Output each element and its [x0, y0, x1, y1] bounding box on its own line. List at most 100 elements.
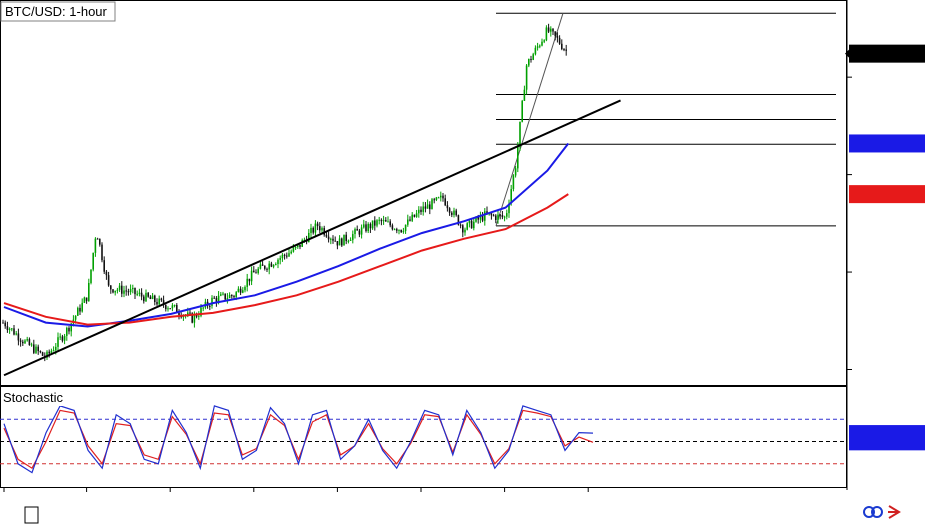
candle-body — [118, 285, 121, 290]
candle-body — [90, 269, 92, 283]
candle-body — [442, 195, 444, 199]
candle-body — [30, 344, 33, 346]
candle-body — [162, 300, 165, 306]
candle-body — [530, 59, 532, 61]
candle-body — [321, 228, 323, 231]
candle-body — [424, 206, 427, 209]
candle-body — [35, 346, 37, 353]
stochastic-k-line — [3, 405, 594, 474]
candle-body — [400, 229, 402, 233]
candle-body — [19, 340, 22, 342]
candle-body — [492, 215, 495, 217]
arrow-right-icon[interactable] — [888, 505, 901, 519]
candle-body — [435, 197, 438, 200]
chart-title: BTC/USD: 1-hour — [5, 4, 108, 19]
candle-body — [393, 229, 396, 231]
candle-body — [85, 297, 88, 302]
indicator-title: Stochastic — [3, 390, 63, 405]
candle-body — [57, 337, 59, 347]
candle-body — [281, 254, 284, 259]
candle-body — [550, 28, 552, 32]
candle-body — [396, 229, 398, 231]
candle-body — [409, 219, 411, 221]
candle-body — [433, 199, 435, 201]
candle-body — [195, 314, 198, 317]
candle-body — [154, 295, 156, 303]
candle-body — [129, 289, 132, 293]
candle-body — [116, 289, 119, 291]
candle-body — [380, 219, 383, 222]
candle-body — [246, 278, 248, 287]
candle-body — [363, 224, 365, 228]
candle-body — [347, 240, 350, 242]
candle-body — [437, 197, 440, 199]
candle-body — [501, 215, 504, 218]
candle-body — [275, 263, 277, 265]
candle-body — [169, 308, 171, 310]
candle-body — [297, 244, 299, 247]
candle-body — [209, 305, 211, 307]
candle-body — [253, 270, 255, 273]
candle-body — [125, 290, 127, 292]
candle-body — [110, 285, 112, 290]
candle-body — [503, 216, 506, 218]
candle-body — [378, 219, 380, 221]
candle-body — [215, 297, 218, 303]
candle-body — [136, 293, 138, 295]
candle-body — [6, 326, 9, 330]
candle-body — [37, 346, 39, 352]
fast-ma-price-badge-bg — [849, 134, 925, 153]
candle-body — [176, 305, 178, 313]
candle-body — [294, 246, 297, 248]
candle-body — [52, 350, 55, 352]
candle-body — [17, 333, 20, 341]
candle-body — [371, 220, 374, 229]
candle-body — [547, 27, 550, 32]
candle-body — [239, 288, 242, 293]
current-price-badge-bg — [849, 44, 925, 63]
candle-body — [308, 232, 310, 243]
candle-body — [112, 289, 114, 293]
candle-body — [552, 28, 554, 32]
candle-body — [497, 214, 499, 220]
candle-body — [257, 268, 259, 274]
candle-body — [189, 312, 191, 314]
trendlines — [3, 99, 621, 377]
candle-body — [140, 292, 143, 297]
candle-body — [422, 206, 424, 212]
candle-body — [345, 234, 347, 242]
candle-body — [495, 215, 497, 220]
candle-body — [11, 328, 13, 330]
candle-body — [464, 229, 466, 233]
candle-body — [255, 272, 257, 274]
candle-body — [277, 259, 279, 264]
sync-icon[interactable] — [863, 506, 883, 518]
candle-body — [279, 258, 281, 260]
candle-body — [349, 239, 352, 241]
candle-body — [440, 195, 442, 198]
candle-body — [415, 213, 418, 217]
candle-body — [15, 333, 17, 335]
candle-body — [446, 205, 449, 209]
candle-body — [327, 236, 330, 240]
candle-body — [545, 27, 548, 41]
candle-body — [310, 227, 312, 233]
candle-body — [244, 286, 246, 291]
candle-body — [536, 46, 539, 48]
candle-body — [79, 307, 81, 312]
candle-body — [224, 293, 226, 300]
candle-body — [39, 351, 42, 353]
candle-body — [519, 121, 521, 147]
candle-body — [431, 199, 433, 210]
candle-body — [68, 327, 70, 332]
candle-body — [250, 270, 253, 282]
candle-body — [413, 214, 416, 217]
candle-body — [336, 241, 339, 246]
stochastic-lines — [3, 405, 594, 474]
indicator-title-box — [1, 388, 71, 406]
candle-body — [143, 296, 145, 302]
candle-body — [312, 227, 314, 233]
